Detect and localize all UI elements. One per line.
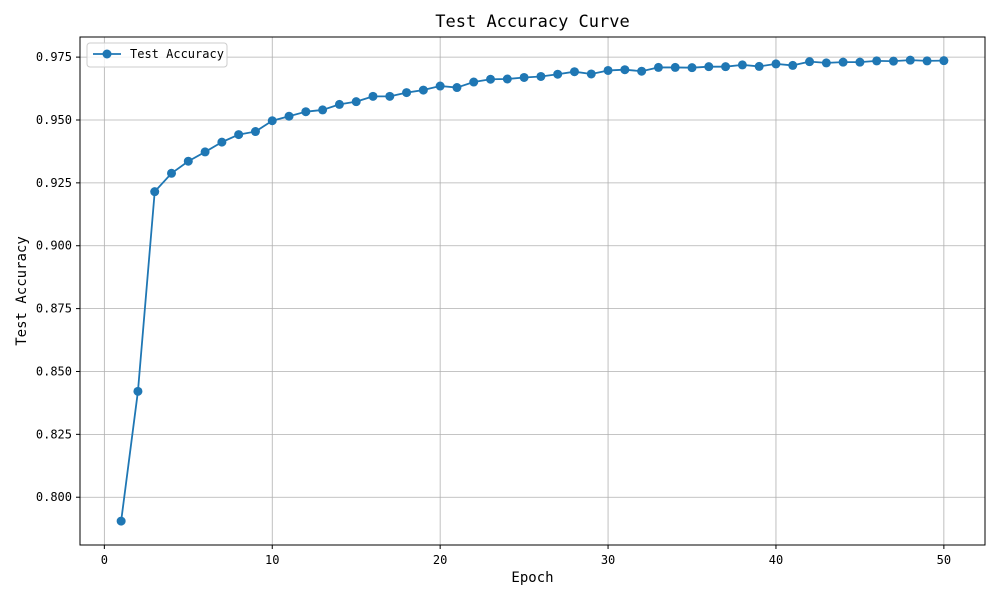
data-point xyxy=(603,65,613,75)
x-tick-label: 30 xyxy=(601,553,615,567)
x-tick-label: 0 xyxy=(101,553,108,567)
x-tick-label: 50 xyxy=(937,553,951,567)
data-point xyxy=(217,137,227,147)
x-tick-label: 40 xyxy=(769,553,783,567)
data-point xyxy=(167,168,177,178)
data-point xyxy=(267,116,277,126)
data-point xyxy=(670,62,680,72)
legend-label: Test Accuracy xyxy=(130,47,224,61)
data-point xyxy=(872,56,882,66)
data-point xyxy=(922,56,932,66)
data-point xyxy=(788,60,798,70)
x-axis-label: Epoch xyxy=(511,570,553,586)
y-tick-label: 0.925 xyxy=(36,176,72,190)
data-point xyxy=(150,187,160,197)
data-point xyxy=(821,58,831,68)
data-point xyxy=(721,62,731,72)
data-point xyxy=(905,55,915,65)
chart-title: Test Accuracy Curve xyxy=(435,12,629,32)
data-point xyxy=(116,516,126,526)
data-point xyxy=(637,66,647,76)
data-point xyxy=(838,57,848,67)
data-point xyxy=(586,69,596,79)
data-point xyxy=(737,60,747,70)
data-point xyxy=(939,56,949,66)
series-line xyxy=(120,59,944,522)
y-tick-label: 0.875 xyxy=(36,302,72,316)
y-axis-label: Test Accuracy xyxy=(14,236,30,346)
data-point xyxy=(687,63,697,73)
data-point xyxy=(133,386,143,396)
data-point xyxy=(318,105,328,115)
x-tick-label: 20 xyxy=(433,553,447,567)
data-point xyxy=(754,61,764,71)
y-tick-label: 0.950 xyxy=(36,113,72,127)
data-point xyxy=(200,147,210,157)
data-point xyxy=(368,91,378,101)
data-point xyxy=(385,91,395,101)
data-point xyxy=(888,56,898,66)
legend-marker xyxy=(102,49,112,59)
data-point xyxy=(334,99,344,109)
data-point xyxy=(502,74,512,84)
data-point xyxy=(435,81,445,91)
x-tick-label: 10 xyxy=(265,553,279,567)
data-point xyxy=(452,83,462,93)
data-point xyxy=(569,67,579,77)
ticks: 0 10 20 30 40 50 0.800 0.825 0.850 0.875 0.900 0.92… xyxy=(36,50,951,567)
data-point xyxy=(704,62,714,72)
y-tick-label: 0.850 xyxy=(36,364,72,378)
data-point xyxy=(402,88,412,98)
grid xyxy=(80,37,985,545)
data-point xyxy=(418,85,428,95)
series-layer xyxy=(116,55,949,526)
data-point xyxy=(469,77,479,87)
data-point xyxy=(519,72,529,82)
data-point xyxy=(250,127,260,137)
legend: Test Accuracy xyxy=(86,42,228,68)
data-point xyxy=(771,59,781,69)
data-point xyxy=(486,74,496,84)
y-tick-label: 0.975 xyxy=(36,50,72,64)
y-tick-label: 0.900 xyxy=(36,239,72,253)
data-point xyxy=(234,130,244,140)
data-point xyxy=(351,97,361,107)
data-point xyxy=(553,69,563,79)
data-point xyxy=(805,57,815,67)
data-point xyxy=(653,62,663,72)
y-tick-label: 0.825 xyxy=(36,427,72,441)
data-point xyxy=(301,107,311,117)
legend-box xyxy=(86,42,228,68)
y-tick-label: 0.800 xyxy=(36,490,72,504)
data-point xyxy=(284,111,294,121)
data-point xyxy=(183,156,193,166)
data-point xyxy=(620,65,630,75)
data-point xyxy=(855,57,865,67)
plot-frame xyxy=(79,36,986,546)
data-point xyxy=(536,71,546,81)
